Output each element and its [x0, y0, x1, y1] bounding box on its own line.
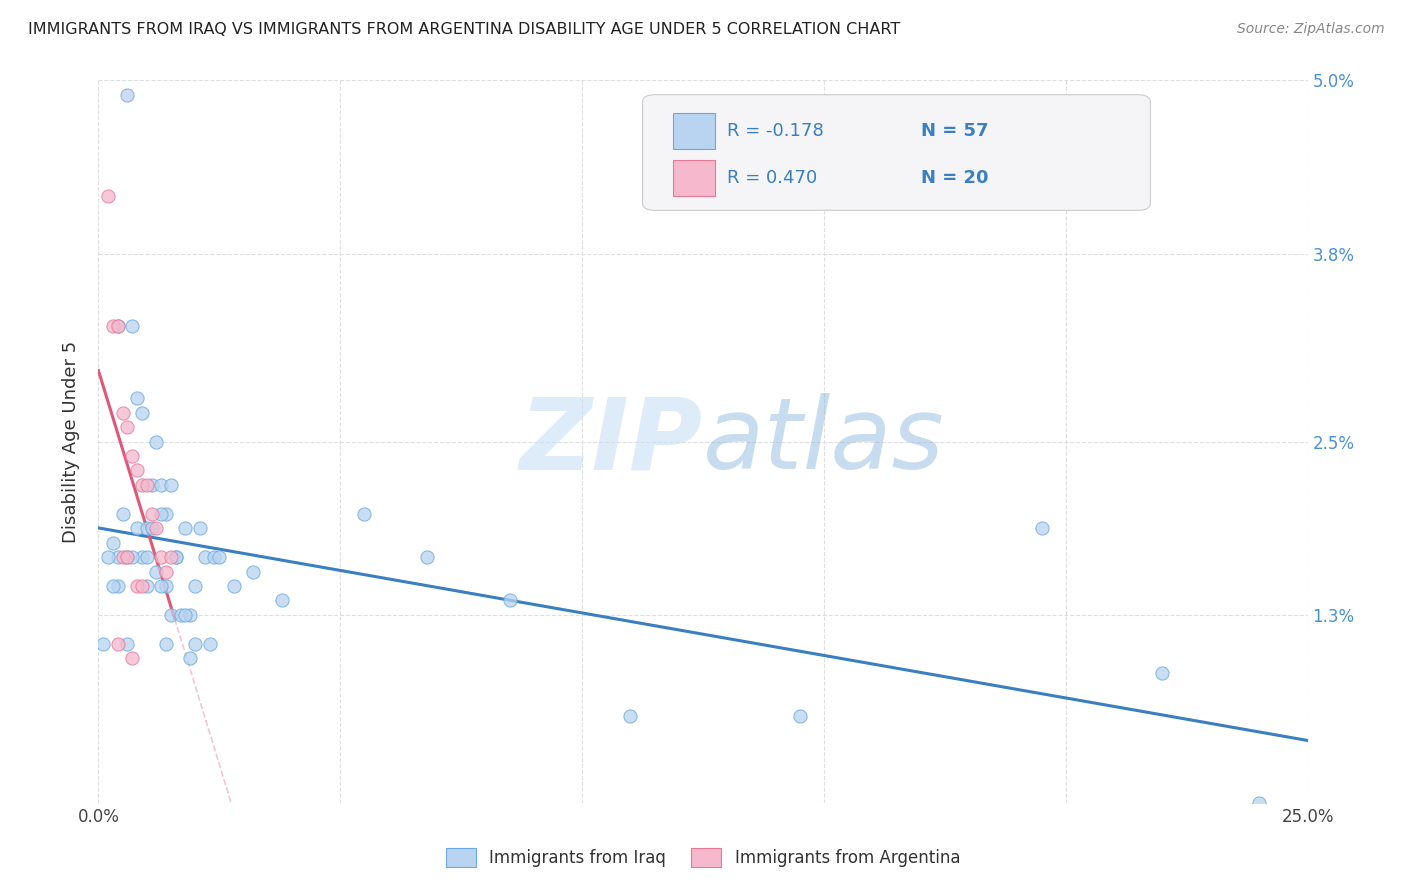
Point — [174, 607, 197, 622]
Point — [127, 521, 149, 535]
Point — [150, 507, 173, 521]
Point — [271, 593, 294, 607]
Point — [111, 507, 134, 521]
Point — [107, 318, 129, 333]
Point — [127, 579, 149, 593]
Point — [127, 463, 149, 477]
Text: R = 0.470: R = 0.470 — [727, 169, 817, 186]
FancyBboxPatch shape — [643, 95, 1150, 211]
Point — [101, 318, 124, 333]
Point — [619, 709, 641, 723]
Point — [198, 637, 221, 651]
Point — [155, 507, 177, 521]
Point — [179, 607, 201, 622]
Point — [111, 406, 134, 420]
Point — [135, 521, 157, 535]
Point — [242, 565, 264, 579]
Point — [97, 189, 120, 203]
Point — [117, 550, 139, 565]
Point — [789, 709, 811, 723]
Point — [208, 550, 231, 565]
Point — [1249, 796, 1271, 810]
Point — [91, 637, 114, 651]
Point — [145, 434, 167, 449]
Text: Source: ZipAtlas.com: Source: ZipAtlas.com — [1237, 22, 1385, 37]
Point — [1152, 665, 1174, 680]
Text: N = 20: N = 20 — [921, 169, 988, 186]
Point — [150, 550, 173, 565]
Point — [160, 550, 183, 565]
Point — [121, 318, 143, 333]
Point — [150, 579, 173, 593]
Point — [222, 579, 245, 593]
Point — [121, 449, 143, 463]
Point — [97, 550, 120, 565]
Point — [121, 550, 143, 565]
Point — [188, 521, 211, 535]
Point — [107, 550, 129, 565]
Point — [1031, 521, 1053, 535]
Y-axis label: Disability Age Under 5: Disability Age Under 5 — [62, 341, 80, 542]
Point — [165, 550, 187, 565]
Point — [135, 579, 157, 593]
Point — [111, 550, 134, 565]
Point — [150, 478, 173, 492]
Text: R = -0.178: R = -0.178 — [727, 122, 824, 140]
Point — [155, 579, 177, 593]
Point — [107, 637, 129, 651]
Point — [141, 507, 163, 521]
Point — [145, 565, 167, 579]
Point — [353, 507, 375, 521]
Point — [117, 420, 139, 434]
Point — [160, 607, 183, 622]
Point — [174, 521, 197, 535]
Point — [131, 478, 153, 492]
Point — [107, 579, 129, 593]
Text: atlas: atlas — [703, 393, 945, 490]
Point — [155, 565, 177, 579]
Point — [127, 391, 149, 405]
Point — [184, 637, 207, 651]
Point — [131, 406, 153, 420]
Point — [101, 535, 124, 549]
Point — [101, 579, 124, 593]
Point — [416, 550, 439, 565]
Point — [194, 550, 217, 565]
Point — [169, 607, 191, 622]
Point — [179, 651, 201, 665]
Point — [107, 318, 129, 333]
Point — [117, 87, 139, 102]
Point — [135, 550, 157, 565]
Point — [117, 550, 139, 565]
Point — [131, 550, 153, 565]
Point — [204, 550, 226, 565]
Point — [160, 478, 183, 492]
Point — [141, 521, 163, 535]
Point — [121, 651, 143, 665]
Text: N = 57: N = 57 — [921, 122, 988, 140]
Point — [131, 579, 153, 593]
FancyBboxPatch shape — [673, 160, 716, 196]
Point — [135, 478, 157, 492]
Legend: Immigrants from Iraq, Immigrants from Argentina: Immigrants from Iraq, Immigrants from Ar… — [439, 841, 967, 874]
Point — [145, 521, 167, 535]
Text: IMMIGRANTS FROM IRAQ VS IMMIGRANTS FROM ARGENTINA DISABILITY AGE UNDER 5 CORRELA: IMMIGRANTS FROM IRAQ VS IMMIGRANTS FROM … — [28, 22, 900, 37]
Point — [165, 550, 187, 565]
Point — [498, 593, 520, 607]
Point — [184, 579, 207, 593]
FancyBboxPatch shape — [673, 112, 716, 149]
Point — [117, 637, 139, 651]
Point — [155, 637, 177, 651]
Point — [141, 478, 163, 492]
Text: ZIP: ZIP — [520, 393, 703, 490]
